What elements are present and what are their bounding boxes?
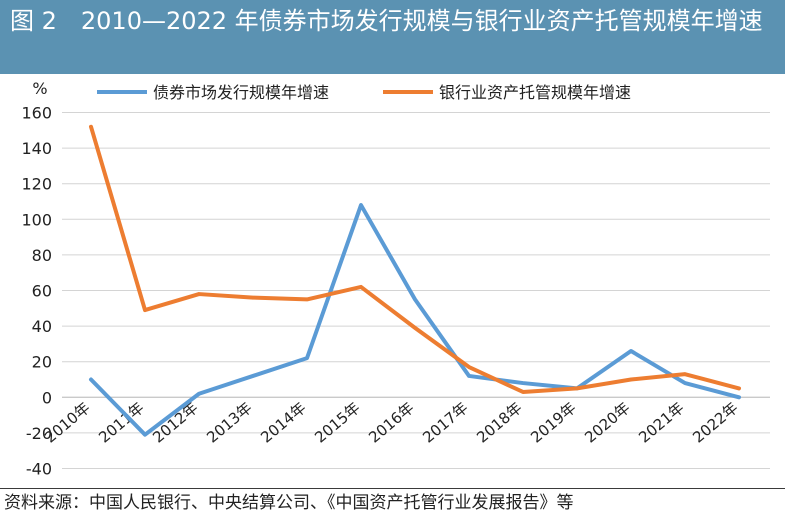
series-1-point: [413, 297, 417, 301]
x-tick-label: 2012年: [149, 399, 201, 447]
series-2-point: [413, 326, 417, 330]
series-2-point: [629, 378, 633, 381]
series-2-point: [575, 386, 579, 390]
x-tick-label: 2015年: [311, 399, 363, 447]
series-1-point: [305, 356, 309, 360]
source-note: 资料来源：中国人民银行、中央结算公司、《中国资产托管行业发展报告》等: [4, 493, 574, 513]
y-tick-label: 160: [21, 104, 52, 123]
series-1-point: [143, 433, 147, 437]
x-tick-label: 2011年: [95, 399, 147, 447]
x-tick-label: 2016年: [365, 399, 417, 447]
series-1-point: [197, 392, 201, 396]
series-1-point: [359, 203, 363, 207]
series-1-point: [89, 378, 93, 381]
series-2-point: [305, 297, 309, 301]
legend-label-2: 银行业资产托管规模年增速: [439, 83, 631, 102]
series-1-point: [737, 395, 741, 399]
y-tick-label: 100: [21, 210, 52, 229]
series-line-2: [89, 124, 741, 394]
series-1-point: [251, 374, 255, 378]
legend-label-1: 债券市场发行规模年增速: [153, 83, 329, 102]
x-tick-label: 2020年: [581, 399, 633, 447]
figure-title: 图 2 2010—2022 年债券市场发行规模与银行业资产托管规模年增速: [10, 7, 763, 35]
series-2-point: [251, 296, 255, 300]
x-tick-label: 2019年: [527, 399, 579, 447]
series-1-point: [683, 381, 687, 385]
x-tick-label: 2018年: [473, 399, 525, 447]
y-tick-label: 40: [32, 317, 52, 336]
y-tick-label: 0: [42, 388, 52, 407]
x-tick-label: 2014年: [257, 399, 309, 447]
x-tick-label: 2021年: [635, 399, 687, 447]
series-2-point: [89, 125, 93, 129]
y-tick-label: -40: [26, 460, 52, 479]
x-tick-label: 2022年: [689, 399, 741, 447]
series-1-point: [629, 349, 633, 353]
y-axis-unit: %: [32, 79, 47, 98]
series-2-point: [521, 390, 525, 394]
series-line-1: [89, 203, 741, 437]
y-tick-label: 120: [21, 175, 52, 194]
series-2-point: [143, 308, 147, 312]
series-2-point: [683, 372, 687, 376]
series-1-point: [521, 381, 525, 385]
y-tick-label: 20: [32, 353, 52, 372]
x-tick-label: 2017年: [419, 399, 471, 447]
y-tick-label: -20: [26, 424, 52, 443]
figure-header: 图 2 2010—2022 年债券市场发行规模与银行业资产托管规模年增速: [0, 0, 785, 74]
chart-area: 160 140 120 100 80 60 40 20 0 -20 -40% 2010年 2011年 20…: [0, 74, 785, 489]
y-tick-label: 60: [32, 282, 52, 301]
x-tick-label: 2013年: [203, 399, 255, 447]
series-2-point: [467, 365, 471, 369]
y-tick-label: 80: [32, 246, 52, 265]
series-2-point: [737, 386, 741, 390]
series-1-point: [467, 374, 471, 378]
series-2-point: [197, 292, 201, 296]
y-tick-label: 140: [21, 139, 52, 158]
series-2-point: [359, 285, 363, 289]
